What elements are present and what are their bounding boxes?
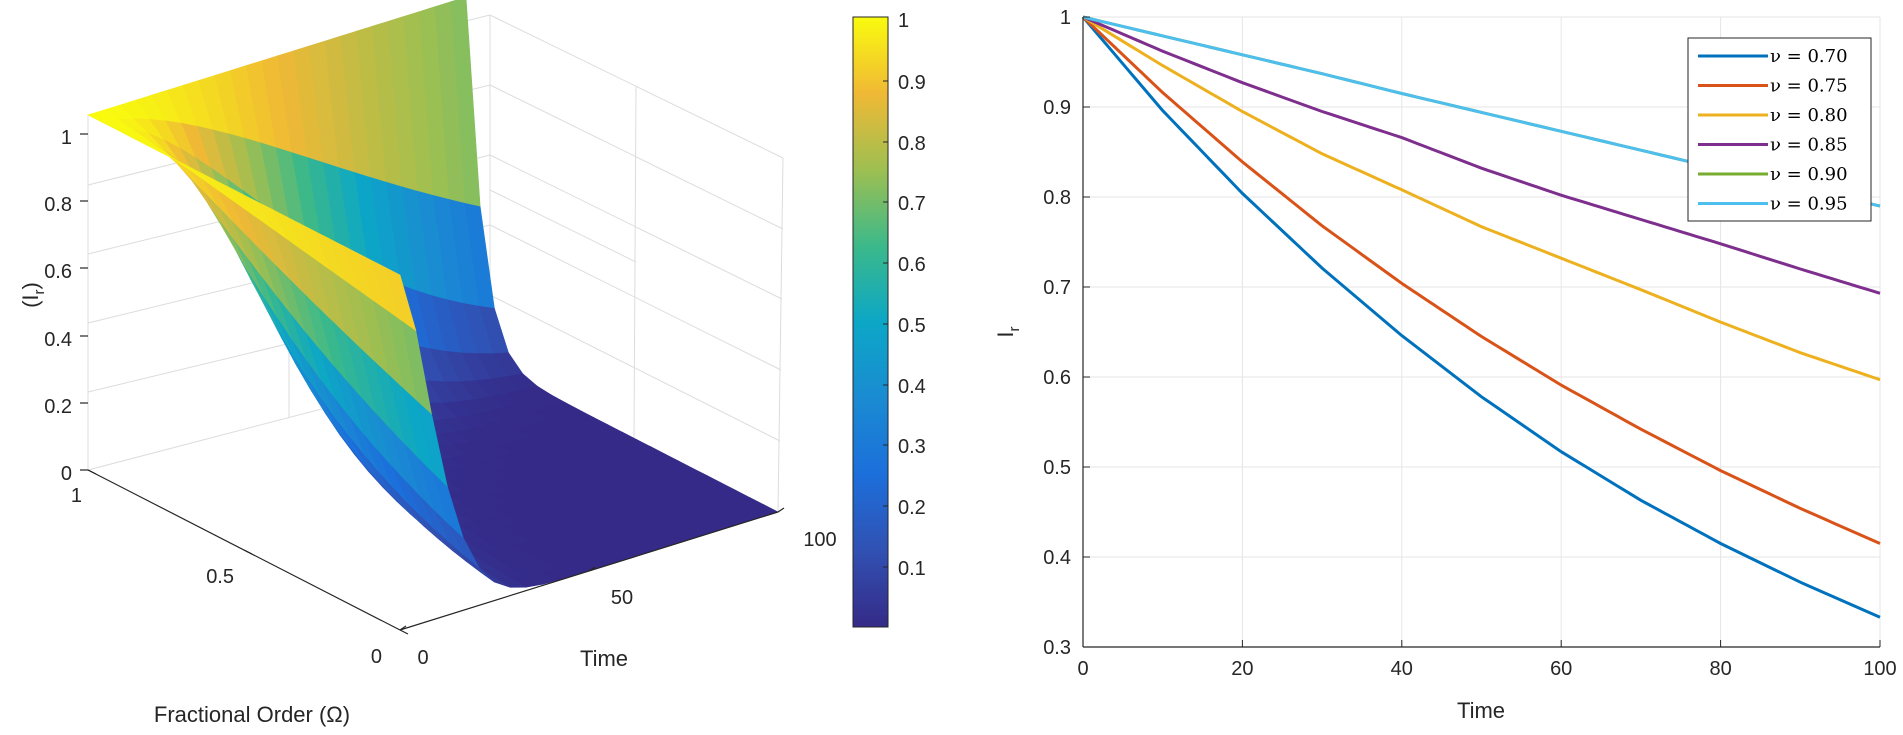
z-tick: 1 — [61, 127, 72, 149]
x-axis-label: Time — [580, 646, 628, 671]
legend-label: ν = 0.85 — [1770, 135, 1848, 156]
colorbar-tick-marks — [883, 16, 888, 568]
colorbar-tick: 0.4 — [898, 376, 926, 398]
z-tick: 0.2 — [44, 396, 72, 418]
series-line — [1081, 16, 1881, 619]
z-label-close: ) — [18, 282, 43, 289]
x-tick-label: 0 — [1077, 658, 1088, 680]
x-tick-label: 80 — [1709, 658, 1731, 680]
z-label-main: (I — [18, 294, 43, 307]
colorbar-tick: 0.7 — [898, 193, 926, 215]
tick-labels: 0 20 40 60 80 100 0.3 0.4 0.5 0.6 0.7 0.8 0.9 1 — [1043, 7, 1897, 680]
colorbar-tick: 1 — [898, 10, 909, 32]
series-line — [1081, 15, 1881, 545]
series-line — [1082, 15, 1881, 295]
series-line — [1082, 15, 1881, 382]
surface-axes — [80, 133, 785, 635]
y-tick-label: 0.9 — [1043, 97, 1071, 119]
y-tick-label: 1 — [1060, 7, 1071, 29]
colorbar-tick: 0.8 — [898, 133, 926, 155]
x-axis-label: Time — [1457, 698, 1505, 723]
x-tick: 50 — [611, 587, 633, 609]
colorbar-tick: 0.9 — [898, 72, 926, 94]
y-axis-label: Fractional Order (Ω) — [154, 702, 350, 727]
x-tick-label: 100 — [1863, 658, 1896, 680]
colorbar-tick: 0.1 — [898, 558, 926, 580]
legend-label: ν = 0.95 — [1770, 194, 1848, 215]
legend-label: ν = 0.70 — [1770, 46, 1848, 67]
colorbar-tick: 0.6 — [898, 254, 926, 276]
y-tick-label: 0.8 — [1043, 187, 1071, 209]
y-tick-label: 0.3 — [1043, 637, 1071, 659]
colorbar-tick: 0.2 — [898, 497, 926, 519]
colorbar-tick: 0.5 — [898, 315, 926, 337]
y-label-sub: r — [1006, 326, 1023, 331]
x-tick-label: 20 — [1231, 658, 1253, 680]
y-tick-label: 0.7 — [1043, 277, 1071, 299]
axes — [1082, 16, 1881, 648]
y-tick: 1 — [71, 485, 82, 507]
z-tick: 0.6 — [44, 261, 72, 283]
y-tick-label: 0.6 — [1043, 367, 1071, 389]
z-tick: 0 — [61, 463, 72, 485]
legend-label: ν = 0.90 — [1770, 164, 1848, 185]
x-tick: 0 — [417, 647, 428, 669]
y-tick-label: 0.5 — [1043, 457, 1071, 479]
y-tick: 0.5 — [206, 566, 234, 588]
x-tick: 100 — [803, 529, 836, 551]
y-tick: 0 — [371, 646, 382, 668]
z-axis-label: (Ir) — [18, 282, 48, 308]
x-tick-label: 60 — [1550, 658, 1572, 680]
legend: ν = 0.70 ν = 0.75 ν = 0.80 ν = 0.85 ν = 0.90… — [1687, 37, 1872, 222]
surface-patch — [385, 267, 417, 332]
colorbar-tick: 0.3 — [898, 436, 926, 458]
y-label-main: I — [993, 331, 1018, 337]
svg-text:(Ir): (Ir) — [18, 282, 48, 308]
x-tick-label: 40 — [1391, 658, 1413, 680]
z-label-sub: r — [31, 289, 48, 294]
colorbar-gradient — [852, 16, 889, 628]
y-axis-label: Ir — [993, 326, 1023, 337]
z-tick: 0.8 — [44, 194, 72, 216]
legend-label: ν = 0.75 — [1770, 76, 1848, 97]
surface-mesh — [87, 0, 779, 588]
legend-box — [1687, 37, 1872, 222]
y-tick-label: 0.4 — [1043, 547, 1071, 569]
surface-chart: 0 0.2 0.4 0.6 0.8 1 1 0.5 0 0 50 100 Tim… — [18, 0, 837, 727]
legend-label: ν = 0.80 — [1770, 105, 1848, 126]
colorbar: 1 0.9 0.8 0.7 0.6 0.5 0.4 0.3 0.2 0.1 — [852, 10, 926, 628]
z-tick: 0.4 — [44, 329, 72, 351]
svg-text:Ir: Ir — [993, 326, 1023, 337]
